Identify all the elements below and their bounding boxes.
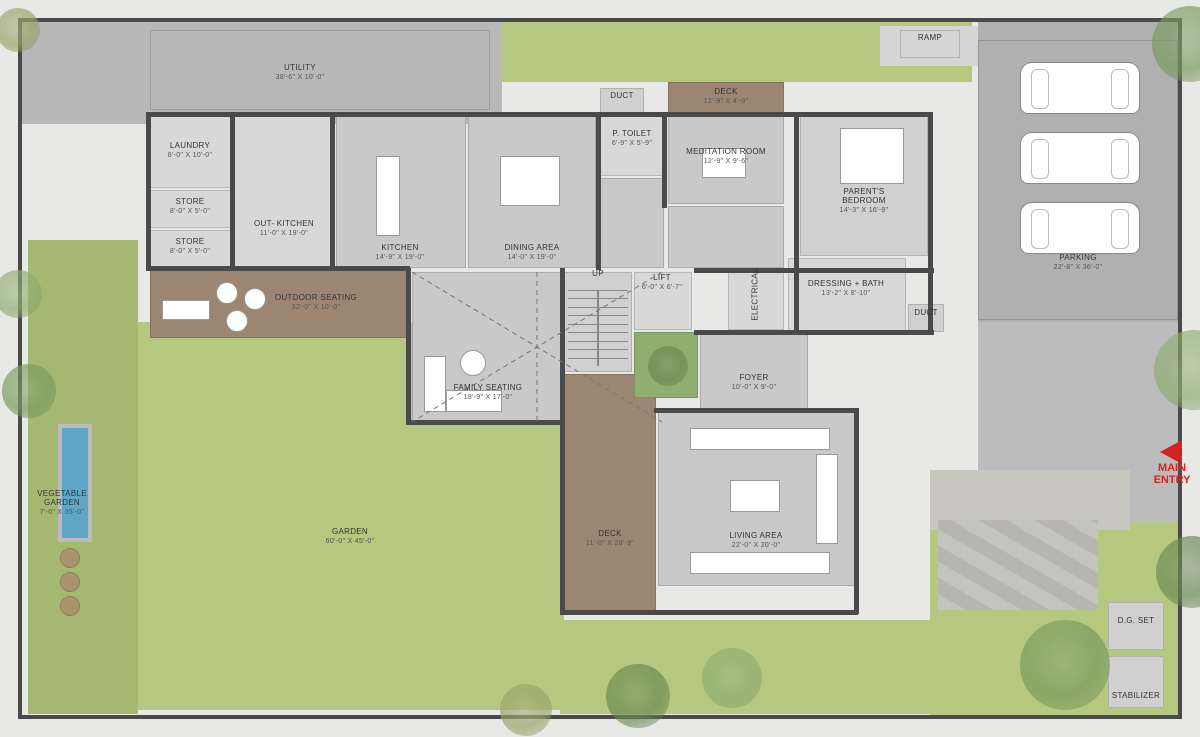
tree-4 — [702, 648, 762, 708]
site-boundary — [18, 18, 1182, 719]
tree-3 — [1020, 620, 1110, 710]
tree-10 — [648, 346, 688, 386]
tree-5 — [606, 664, 670, 728]
main-entry-label: MAIN ENTRY — [1144, 462, 1200, 486]
main-entry-arrow — [1160, 440, 1182, 464]
tree-6 — [500, 684, 552, 736]
tree-7 — [2, 364, 56, 418]
floor-plan: UTILITY38'-6" X 10'-0"LAUNDRY8'-0" X 10'… — [0, 0, 1200, 737]
